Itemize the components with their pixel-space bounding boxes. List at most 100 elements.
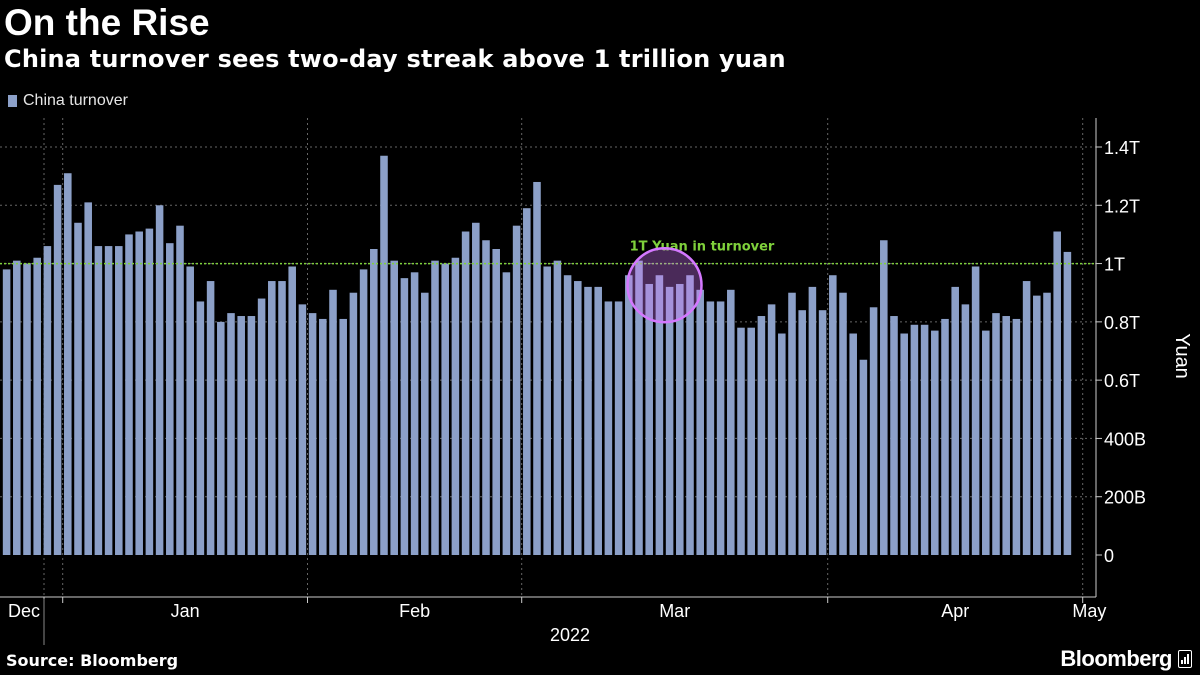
bar	[625, 275, 633, 555]
bar	[319, 318, 327, 555]
bar	[716, 301, 725, 555]
bar	[400, 278, 409, 555]
bar	[2, 269, 11, 555]
bar	[502, 272, 511, 555]
brand-name: Bloomberg	[1060, 646, 1172, 671]
bar	[298, 304, 307, 555]
bar	[706, 301, 715, 555]
x-axis-year-label: 2022	[550, 625, 590, 645]
bar	[1012, 318, 1021, 555]
bar	[655, 275, 664, 555]
bar	[931, 330, 939, 555]
bar	[13, 260, 21, 555]
bar	[686, 275, 694, 555]
bar	[410, 272, 419, 555]
bar	[1053, 231, 1061, 555]
highlight-layer	[626, 246, 703, 324]
y-tick-label: 1.2T	[1104, 196, 1140, 216]
bar	[104, 246, 113, 556]
bar	[329, 289, 337, 555]
bar	[533, 181, 541, 555]
y-tick-label: 200B	[1104, 488, 1146, 508]
brand-logo: Bloomberg	[1060, 646, 1192, 672]
source-note: Source: Bloomberg	[6, 651, 179, 670]
bar	[788, 292, 796, 555]
bar	[665, 286, 674, 555]
bar	[370, 249, 378, 555]
bar	[441, 263, 449, 555]
bar	[217, 321, 225, 555]
bar	[1022, 281, 1031, 555]
bar	[278, 281, 286, 555]
bar	[910, 324, 919, 555]
bar	[74, 222, 82, 555]
bar	[543, 266, 551, 555]
bar	[574, 281, 582, 555]
bar	[727, 289, 735, 555]
bar	[920, 324, 929, 555]
bar	[186, 266, 194, 555]
bar	[1033, 295, 1041, 555]
bar	[359, 269, 368, 555]
bar	[778, 333, 786, 555]
bar	[859, 359, 868, 555]
x-tick-label: Mar	[659, 601, 690, 621]
bar	[849, 333, 857, 555]
bar	[451, 257, 460, 555]
bar	[971, 266, 980, 555]
bar	[421, 292, 429, 555]
bar	[584, 286, 592, 555]
y-tick-label: 400B	[1104, 429, 1146, 449]
y-tick-label: 0	[1104, 546, 1114, 566]
bar	[747, 327, 755, 555]
bar	[125, 234, 133, 555]
bar	[492, 249, 500, 555]
bar	[767, 304, 776, 555]
bar	[339, 318, 347, 555]
axis-layer: 0 200B 400B 0.6T 0.8T 1T 1.2T 1.4T Dec Jan Feb Mar A…	[0, 118, 1193, 645]
bar	[145, 228, 154, 555]
bar	[155, 205, 164, 556]
bar	[482, 240, 490, 555]
bar	[808, 286, 817, 555]
bar	[512, 225, 521, 555]
bar	[839, 292, 847, 555]
bar	[257, 298, 266, 555]
bar	[676, 283, 684, 555]
x-tick-label: Feb	[399, 601, 430, 621]
bar	[563, 275, 572, 555]
bar	[53, 184, 62, 555]
bar	[635, 260, 643, 555]
bar	[94, 246, 103, 556]
bar	[818, 310, 827, 555]
bar	[472, 222, 480, 555]
bar	[869, 307, 878, 555]
bar	[166, 243, 174, 555]
bar	[696, 289, 704, 555]
y-tick-label: 0.6T	[1104, 371, 1140, 391]
bar	[951, 286, 959, 555]
bar	[829, 275, 837, 555]
bar	[380, 155, 388, 555]
bar	[461, 231, 470, 555]
legend: China turnover	[8, 92, 128, 110]
legend-swatch	[8, 95, 17, 107]
x-tick-label: Apr	[941, 601, 969, 621]
bar	[308, 313, 317, 555]
bar	[553, 260, 562, 555]
bar	[961, 304, 970, 555]
x-tick-label: Dec	[8, 601, 40, 621]
bar	[737, 327, 745, 555]
bar	[614, 301, 623, 555]
bar	[288, 266, 296, 555]
x-tick-label: Jan	[171, 601, 200, 621]
bar	[798, 310, 806, 555]
bar	[227, 313, 235, 555]
bar	[757, 316, 766, 555]
bar	[1002, 316, 1010, 555]
bar	[431, 260, 439, 555]
y-tick-label: 1T	[1104, 255, 1125, 275]
bar	[349, 292, 358, 555]
reference-line-label: 1T Yuan in turnover	[630, 240, 775, 255]
